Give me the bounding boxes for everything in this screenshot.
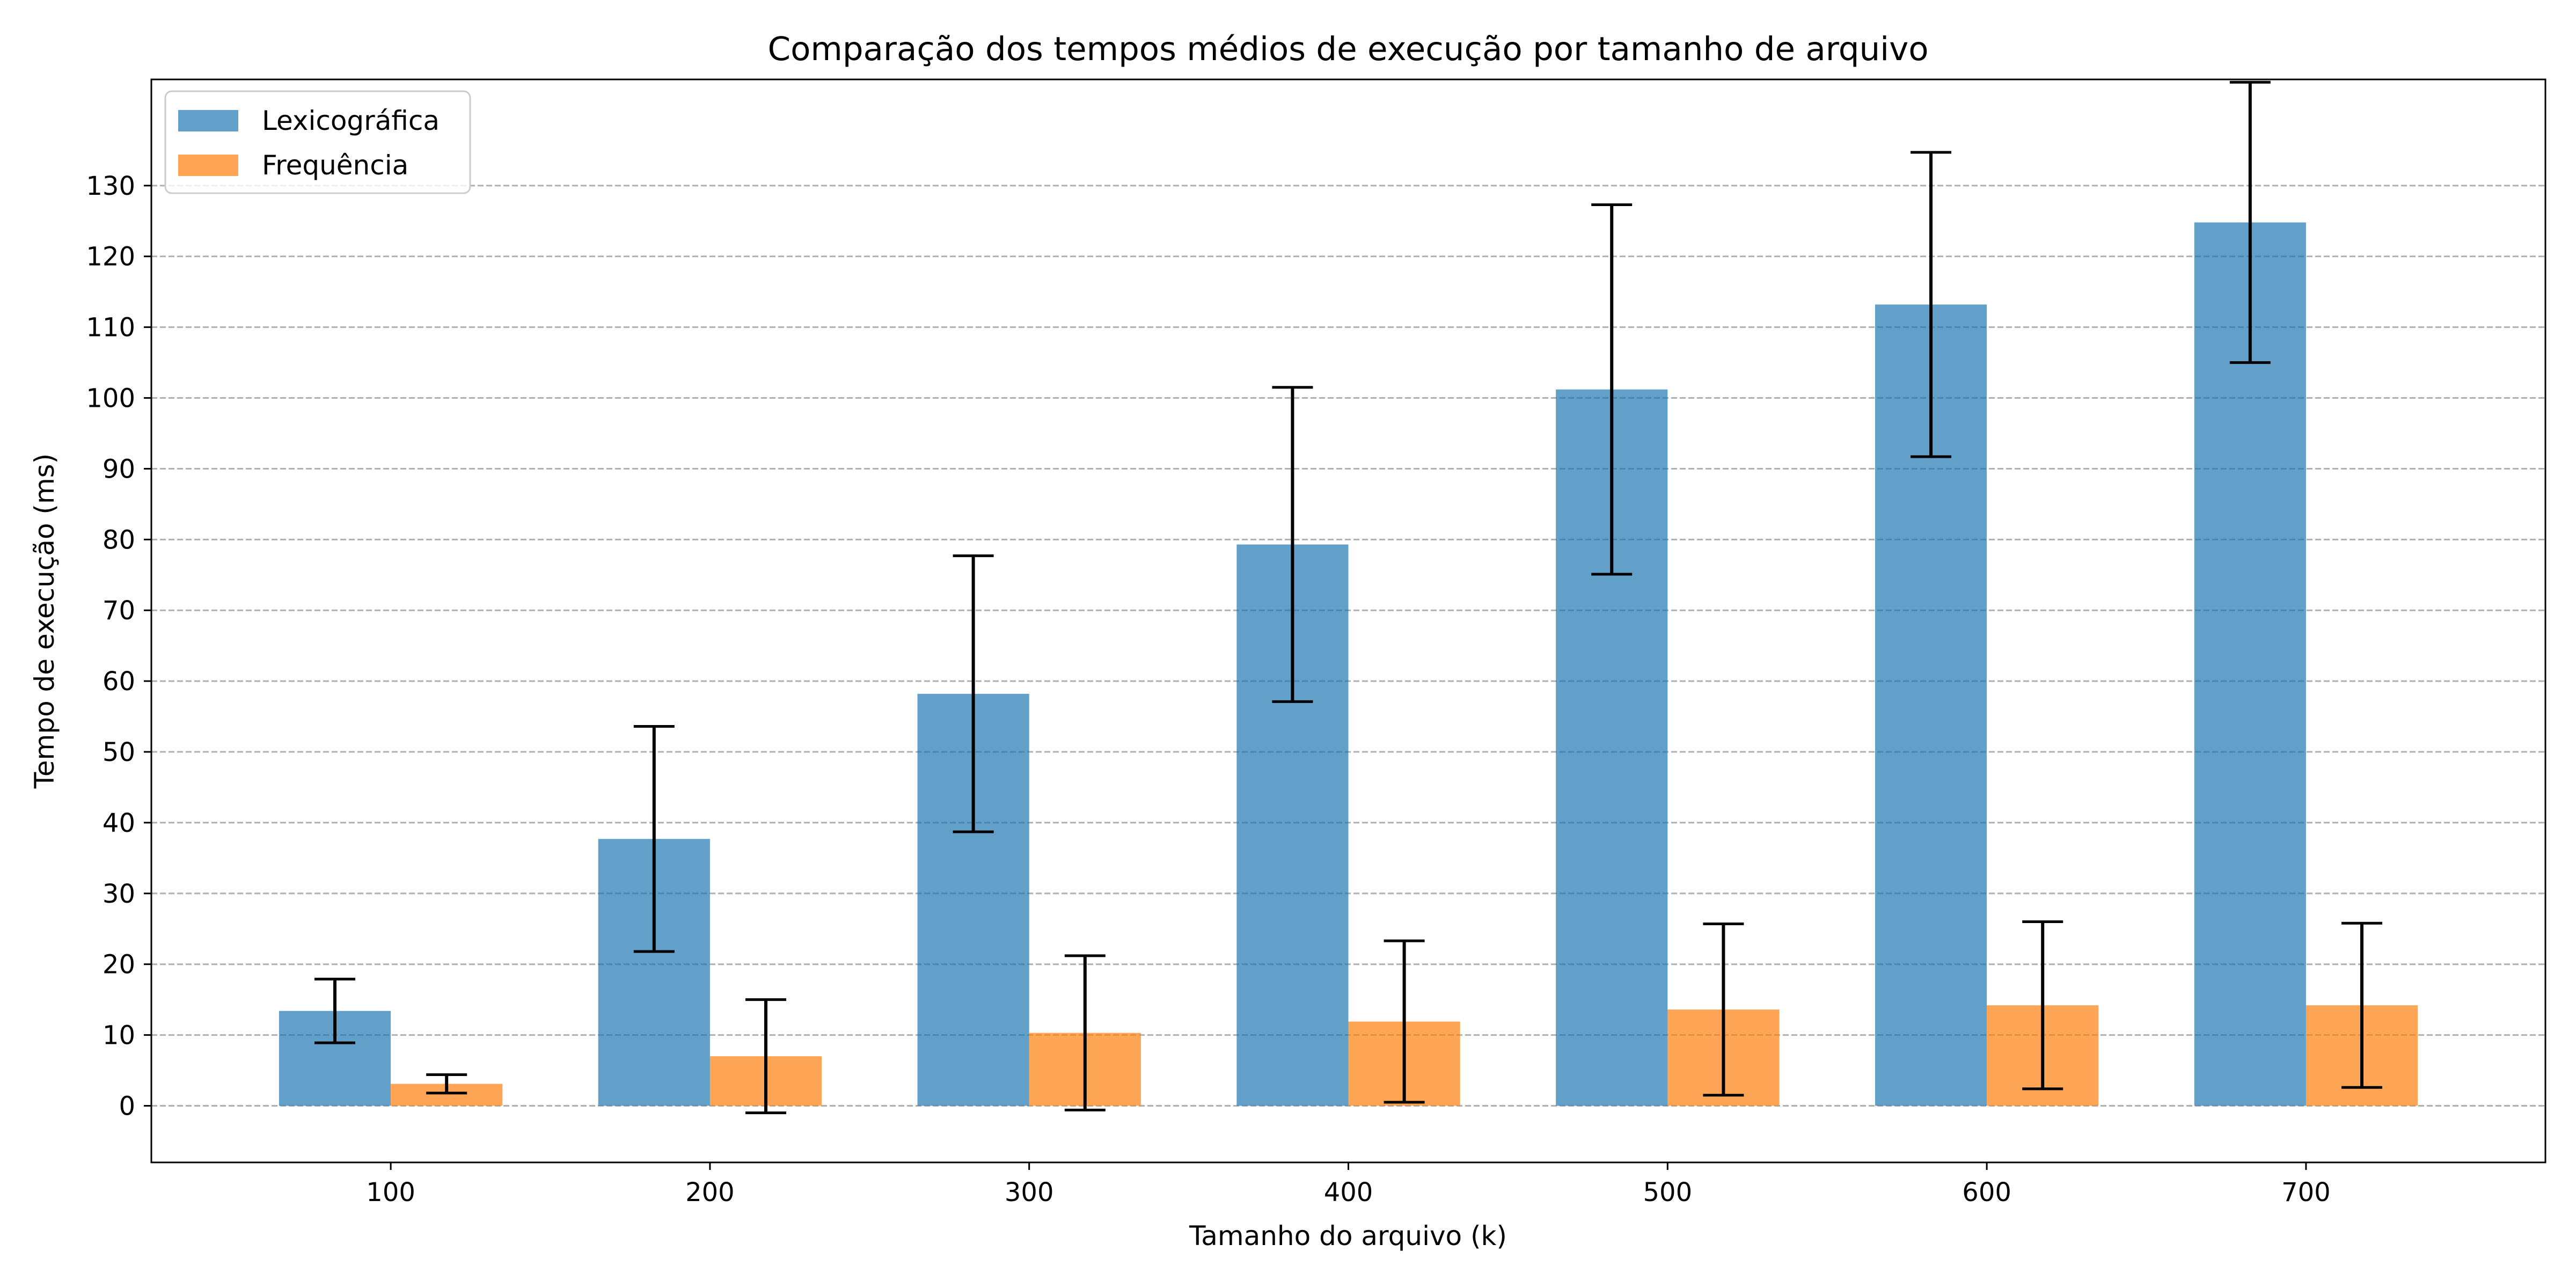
x-axis-label: Tamanho do arquivo (k) <box>1189 1220 1507 1252</box>
x-tick-label: 200 <box>685 1177 735 1208</box>
y-tick-label: 90 <box>103 454 135 484</box>
x-tick-label: 700 <box>2281 1177 2331 1208</box>
y-tick-label: 100 <box>86 384 135 414</box>
y-tick-label: 110 <box>86 313 135 343</box>
y-tick-label: 40 <box>103 808 135 838</box>
y-axis: 0 10 20 30 40 50 60 70 80 90 100 110 120 130 <box>86 171 151 1121</box>
x-tick-label: 300 <box>1005 1177 1054 1208</box>
y-tick-label: 20 <box>103 950 135 980</box>
x-tick-label: 500 <box>1643 1177 1692 1208</box>
x-tick-label: 100 <box>366 1177 415 1208</box>
y-tick-label: 120 <box>86 242 135 272</box>
legend-swatch-lexicografica <box>178 110 238 131</box>
x-axis: 100 200 300 400 500 600 700 <box>366 1162 2331 1208</box>
legend-label-frequencia: Frequência <box>262 150 408 181</box>
x-tick-label: 400 <box>1324 1177 1373 1208</box>
y-tick-label: 80 <box>103 525 135 555</box>
legend: Lexicográfica Frequência <box>164 90 471 194</box>
legend-swatch-frequencia <box>178 155 238 176</box>
x-tick-label: 600 <box>1962 1177 2011 1208</box>
bar <box>2194 222 2306 1106</box>
error-bars <box>314 80 2382 1115</box>
y-tick-label: 60 <box>103 667 135 697</box>
y-tick-label: 10 <box>103 1021 135 1051</box>
y-tick-label: 0 <box>119 1091 135 1121</box>
legend-label-lexicografica: Lexicográfica <box>262 105 440 136</box>
y-tick-label: 30 <box>103 879 135 909</box>
legend-box <box>164 90 471 194</box>
y-axis-label: Tempo de execução (ms) <box>29 453 60 789</box>
y-tick-label: 50 <box>103 737 135 767</box>
y-tick-label: 130 <box>86 171 135 201</box>
y-tick-label: 70 <box>103 596 135 626</box>
chart-title: Comparação dos tempos médios de execução… <box>767 30 1928 68</box>
